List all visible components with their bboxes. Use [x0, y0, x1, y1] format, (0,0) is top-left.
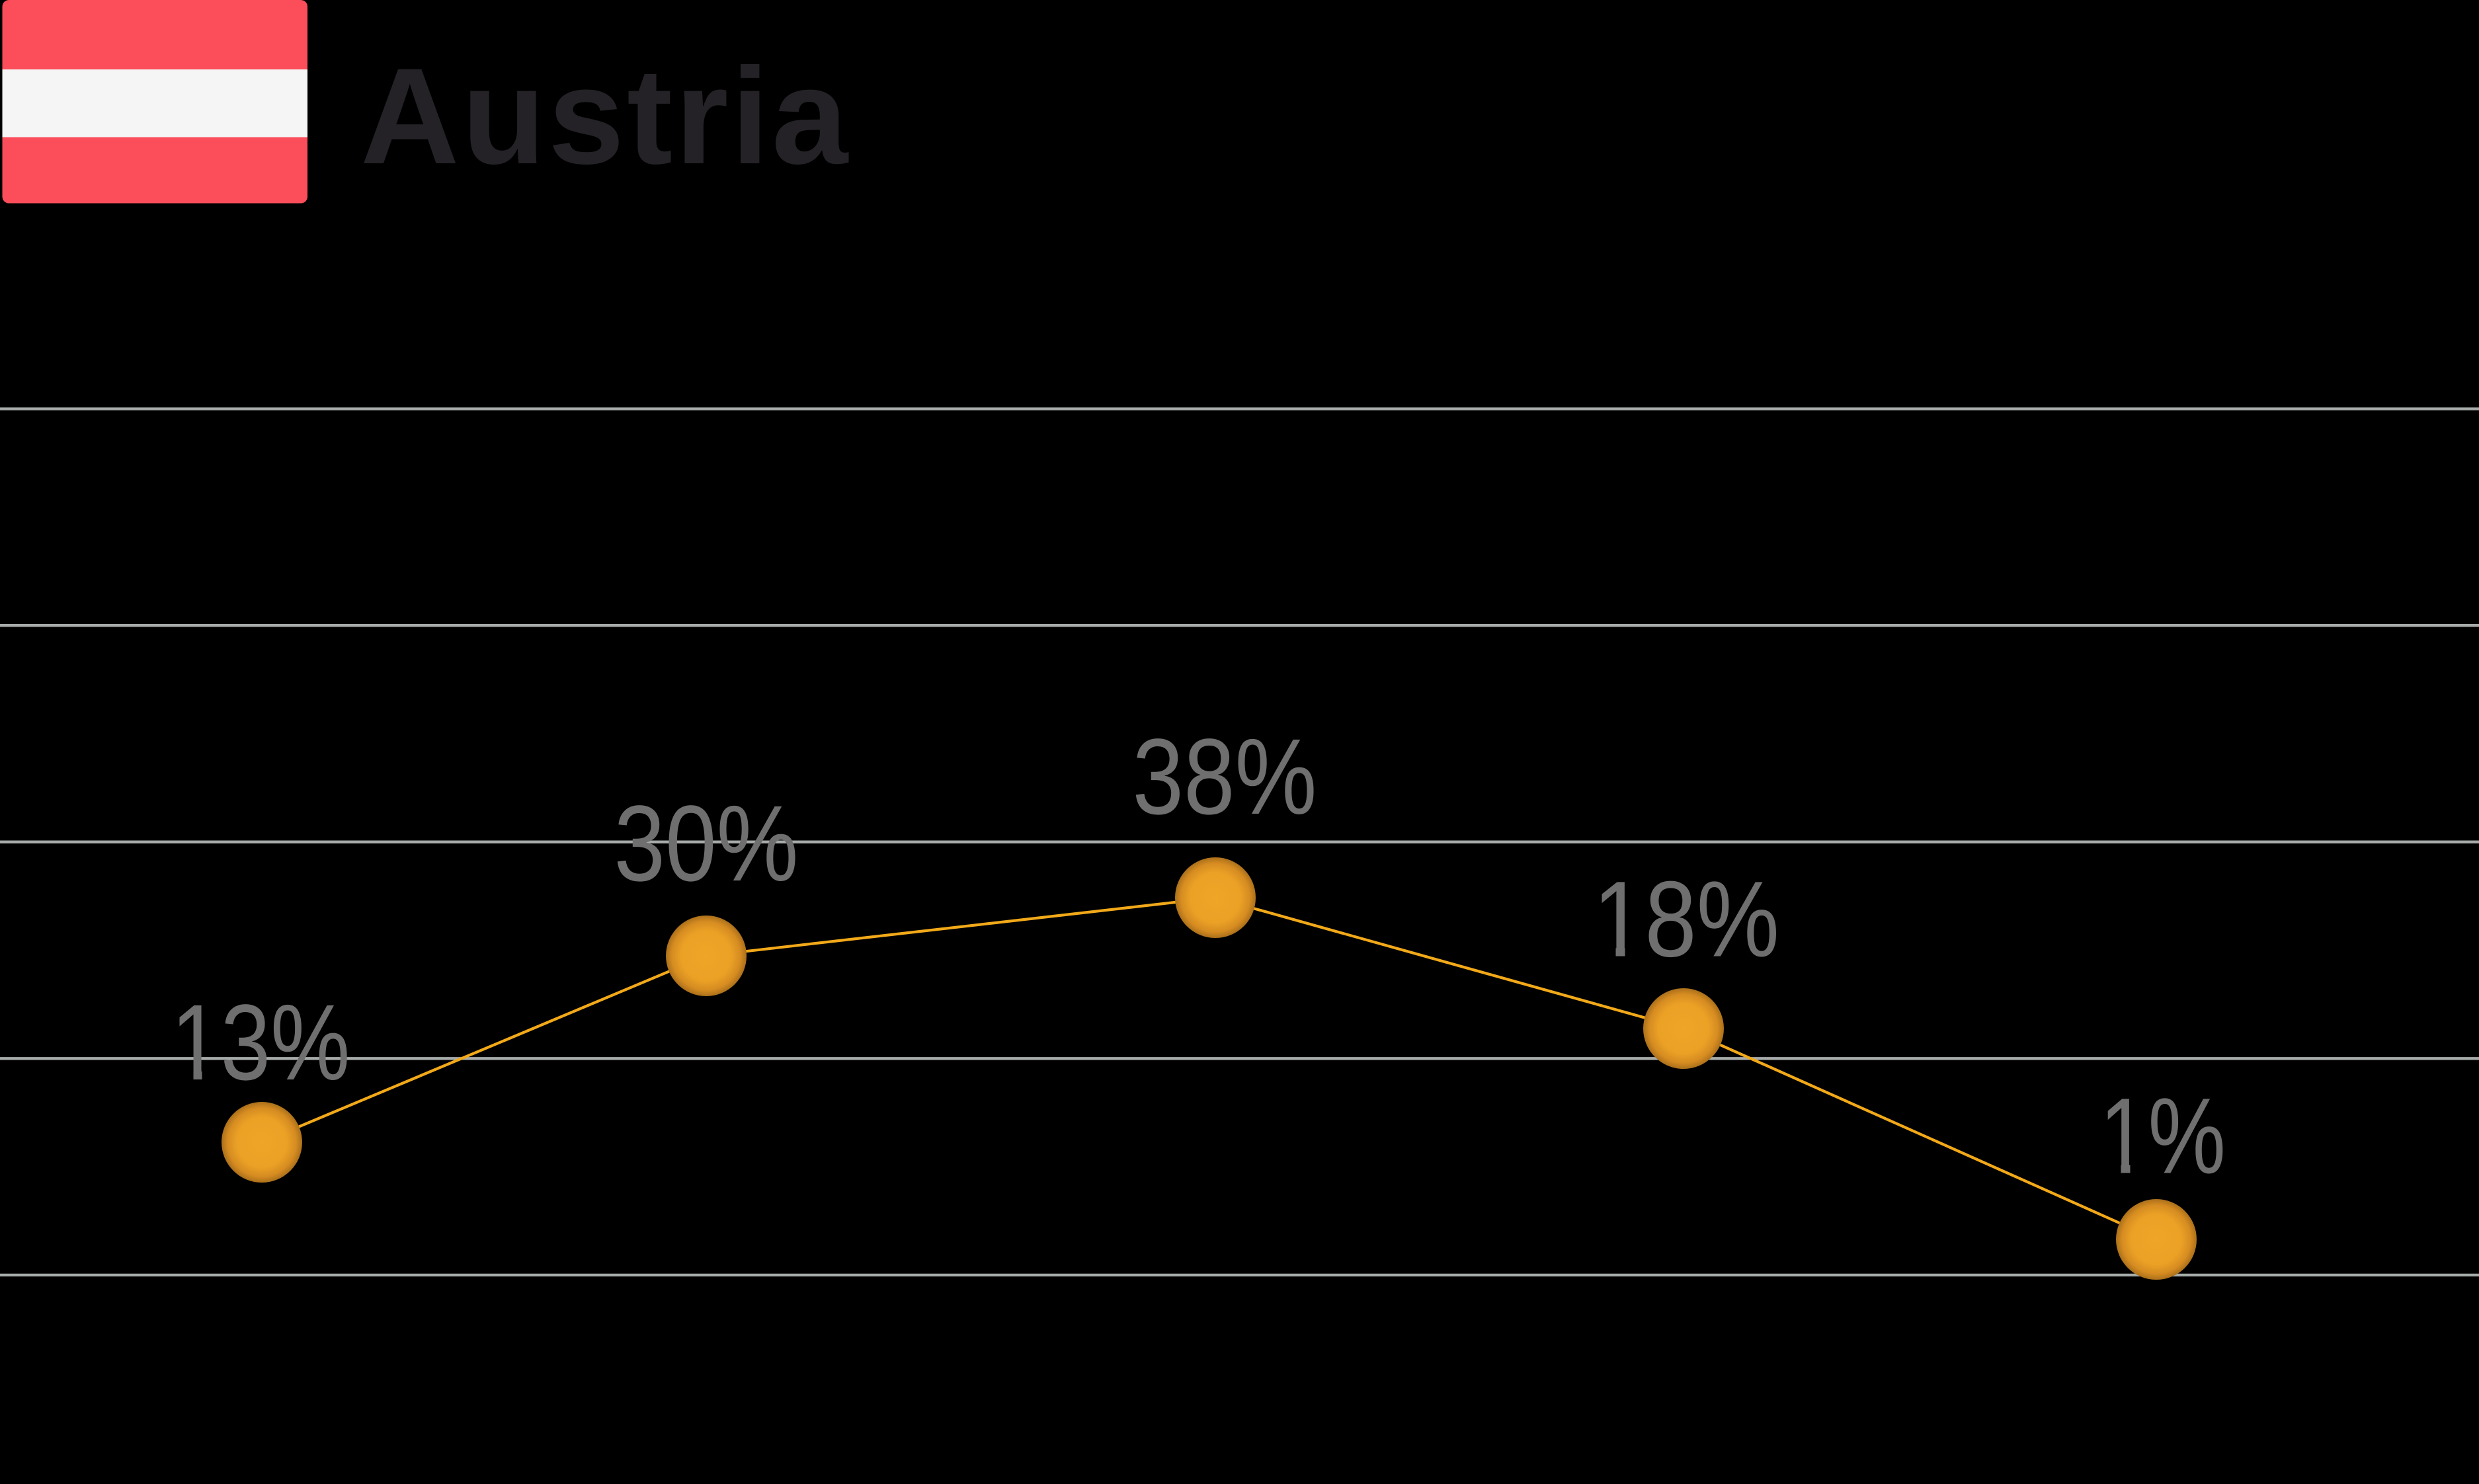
svg-text:18%: 18% — [1593, 859, 1779, 980]
svg-text:Austria: Austria — [360, 40, 850, 192]
svg-text:13%: 13% — [171, 982, 350, 1103]
svg-text:1%: 1% — [2099, 1075, 2226, 1196]
svg-text:30%: 30% — [614, 783, 799, 904]
svg-text:38%: 38% — [1133, 716, 1317, 837]
